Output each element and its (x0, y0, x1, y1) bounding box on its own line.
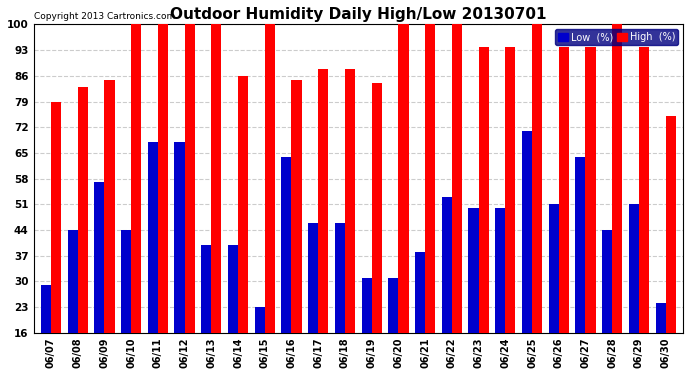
Bar (121, 230, 131, 375)
Bar (629, 204, 639, 375)
Bar (602, 230, 612, 375)
Bar (452, 24, 462, 375)
Bar (559, 46, 569, 375)
Bar (148, 142, 158, 375)
Bar (425, 24, 435, 375)
Bar (415, 252, 425, 375)
Bar (388, 278, 398, 375)
Bar (308, 222, 318, 375)
Bar (291, 80, 302, 375)
Bar (335, 222, 345, 375)
Bar (398, 24, 408, 375)
Bar (175, 142, 184, 375)
Bar (158, 24, 168, 375)
Bar (586, 46, 595, 375)
Bar (211, 24, 221, 375)
Bar (265, 24, 275, 375)
Bar (78, 87, 88, 375)
Bar (95, 182, 104, 375)
Bar (362, 278, 372, 375)
Bar (345, 69, 355, 375)
Bar (612, 24, 622, 375)
Bar (68, 230, 78, 375)
Bar (575, 156, 586, 375)
Bar (522, 131, 532, 375)
Bar (469, 208, 479, 375)
Legend: Low  (%), High  (%): Low (%), High (%) (555, 29, 678, 45)
Title: Outdoor Humidity Daily High/Low 20130701: Outdoor Humidity Daily High/Low 20130701 (170, 7, 546, 22)
Bar (131, 24, 141, 375)
Bar (51, 102, 61, 375)
Bar (495, 208, 505, 375)
Bar (201, 244, 211, 375)
Bar (532, 24, 542, 375)
Bar (549, 204, 559, 375)
Bar (104, 80, 115, 375)
Bar (505, 46, 515, 375)
Bar (372, 83, 382, 375)
Bar (639, 46, 649, 375)
Bar (282, 156, 291, 375)
Bar (656, 303, 666, 375)
Text: Copyright 2013 Cartronics.com: Copyright 2013 Cartronics.com (34, 12, 175, 21)
Bar (238, 76, 248, 375)
Bar (318, 69, 328, 375)
Bar (479, 46, 489, 375)
Bar (666, 116, 676, 375)
Bar (228, 244, 238, 375)
Bar (442, 197, 452, 375)
Bar (184, 24, 195, 375)
Bar (255, 307, 265, 375)
Bar (41, 285, 51, 375)
